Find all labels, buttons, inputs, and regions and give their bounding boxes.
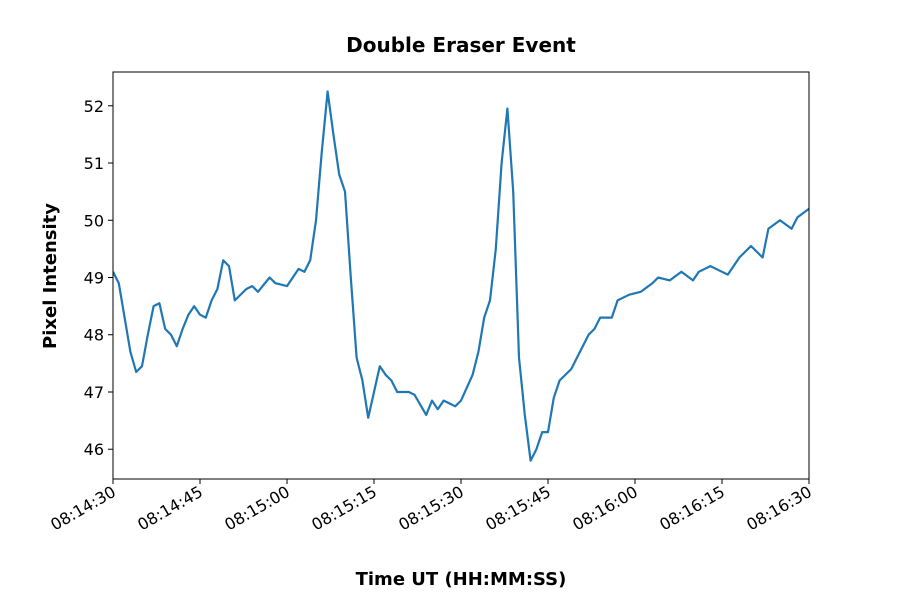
x-tick-label: 08:14:45	[134, 482, 206, 534]
y-tick-label: 48	[84, 326, 104, 345]
y-axis-label: Pixel Intensity	[40, 203, 61, 349]
plot-frame	[112, 71, 810, 480]
x-tick-label: 08:15:00	[221, 482, 293, 534]
y-tick-label: 52	[84, 97, 104, 116]
y-tick-label: 49	[84, 269, 104, 288]
x-tick-label: 08:15:15	[308, 482, 380, 534]
y-tick-label: 51	[84, 154, 104, 173]
x-tick-label: 08:16:15	[656, 482, 728, 534]
y-tick-label: 47	[84, 383, 104, 402]
x-tick-label: 08:15:30	[395, 482, 467, 534]
data-line	[113, 90, 809, 462]
chart-title: Double Eraser Event	[346, 33, 576, 57]
x-tick-label: 08:16:00	[569, 482, 641, 534]
x-tick-label: 08:15:45	[482, 482, 554, 534]
y-tick-label: 46	[84, 440, 104, 459]
x-axis-label: Time UT (HH:MM:SS)	[356, 569, 567, 590]
x-tick-label: 08:14:30	[47, 482, 119, 534]
y-tick-label: 50	[84, 211, 104, 230]
x-tick-label: 08:16:30	[743, 482, 815, 534]
